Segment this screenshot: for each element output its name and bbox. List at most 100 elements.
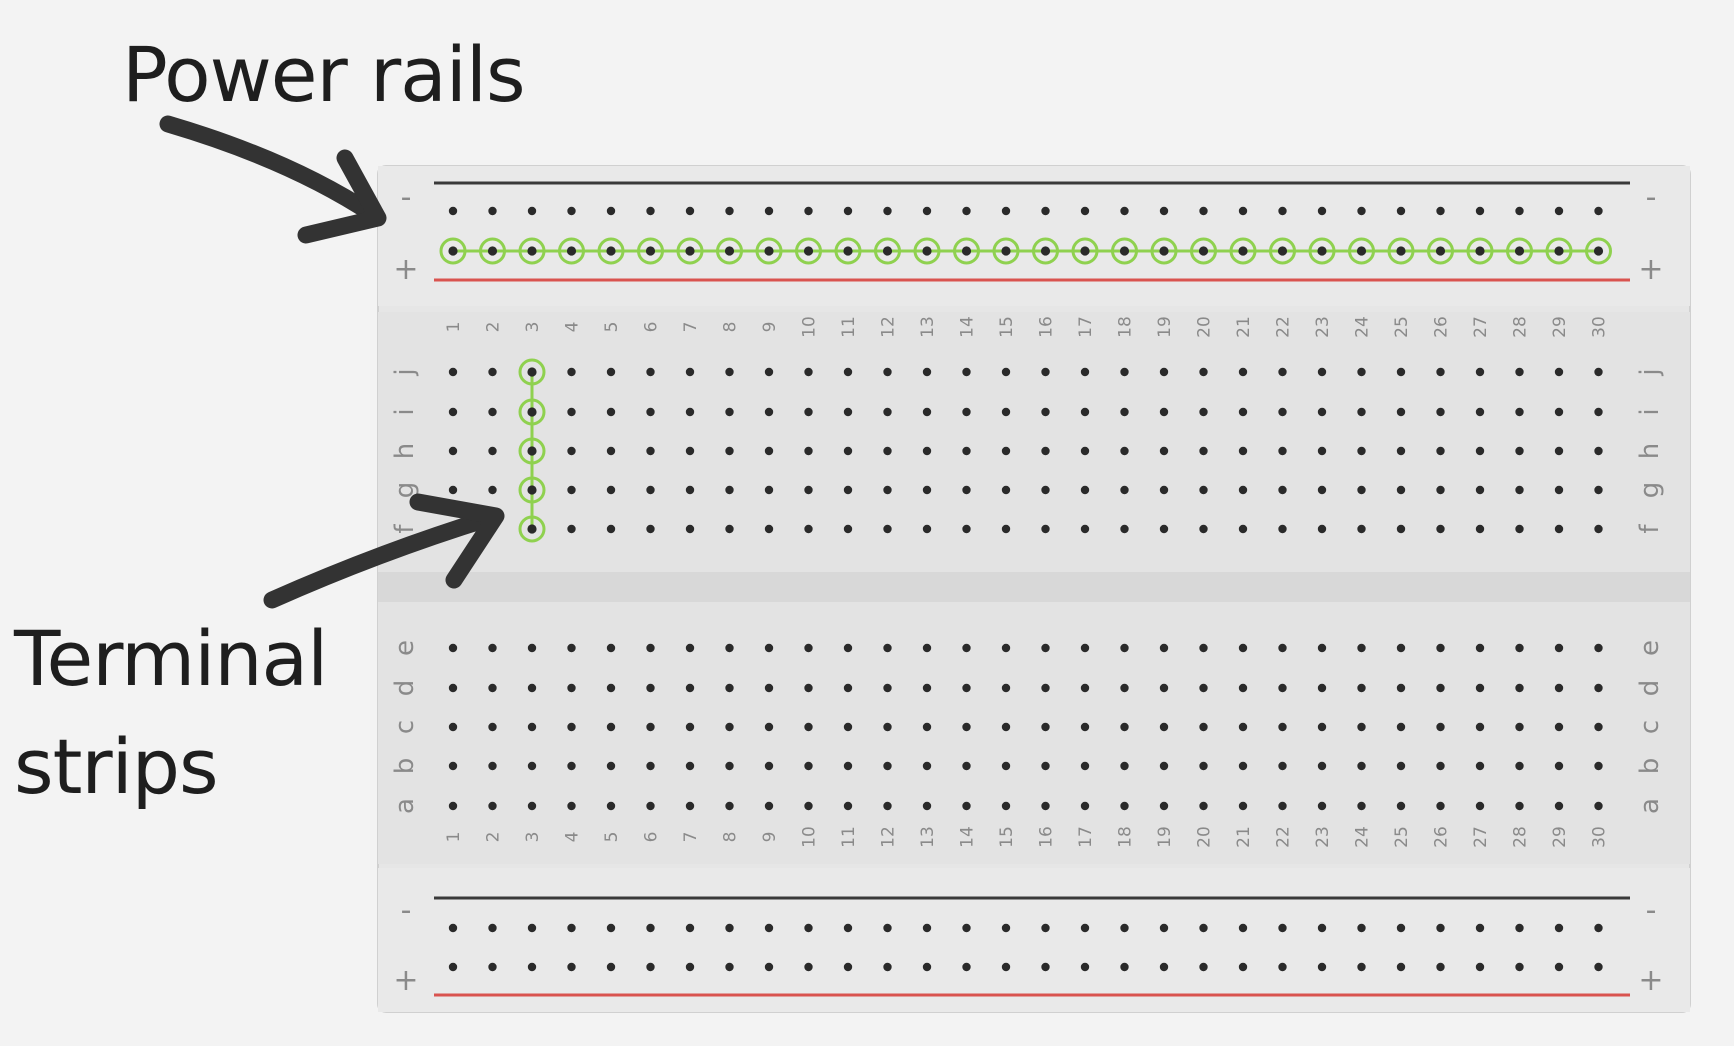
top-rail-plus-hole-9	[755, 237, 783, 265]
column-number-20-bottom: 20	[1195, 826, 1215, 848]
terminal-hole-a23	[1317, 801, 1327, 811]
top-rail-minus-hole-14	[962, 206, 971, 216]
terminal-hole-g13	[922, 485, 932, 495]
terminal-hole-e2	[488, 643, 497, 653]
column-number-13-bottom: 13	[918, 826, 938, 848]
terminal-hole-h28	[1515, 446, 1524, 456]
terminal-hole-g15	[1001, 485, 1011, 495]
top-rail-minus-hole-17	[1080, 206, 1090, 216]
terminal-hole-a13	[922, 801, 932, 811]
terminal-hole-a9	[764, 801, 774, 811]
bottom-rail-plus-hole-10	[804, 962, 813, 972]
terminal-hole-j8	[725, 367, 734, 377]
top-rail-plus-hole-12	[874, 237, 901, 265]
top-rail-plus-hole-26-hole	[1435, 246, 1446, 256]
bottom-rail-plus-hole-6	[646, 962, 655, 972]
top-rail-plus-left: +	[393, 252, 418, 287]
terminal-hole-h1	[448, 446, 458, 456]
terminal-hole-b3	[527, 761, 537, 771]
terminal-hole-e20	[1199, 643, 1208, 653]
terminal-hole-c12	[883, 722, 892, 732]
terminal-hole-e4	[567, 643, 576, 653]
terminal-hole-e23	[1317, 643, 1327, 653]
top-rail-plus-hole-22-hole	[1277, 246, 1288, 256]
top-rail-plus-hole-24-hole	[1356, 246, 1367, 256]
terminal-hole-g14	[962, 485, 971, 495]
bottom-rail-plus-hole-22	[1278, 962, 1287, 972]
top-rail-plus-hole-23	[1308, 237, 1336, 265]
bottom-rail-minus-hole-17	[1080, 923, 1090, 933]
terminal-hole-c10	[804, 722, 813, 732]
bottom-rail-minus-hole-6	[646, 923, 655, 933]
top-rail-plus-hole-25	[1387, 237, 1415, 265]
bottom-rail-plus-hole-12	[883, 962, 892, 972]
arrows	[159, 115, 505, 609]
terminal-hole-e5	[606, 643, 616, 653]
top-rail-plus-hole-1	[439, 237, 467, 265]
column-number-1-top: 1	[444, 322, 464, 333]
bottom-rail-plus-hole-26	[1436, 962, 1445, 972]
terminal-hole-i15	[1001, 407, 1011, 417]
terminal-hole-a10	[804, 801, 813, 811]
terminal-hole-i14	[962, 407, 971, 417]
terminal-hole-i19	[1159, 407, 1169, 417]
breadboard: -+-+-+-+j ji ih hg gf fe ed dc cb ba a1 2 3 4 5 6 7 8 9 10 1…	[377, 165, 1691, 1013]
bottom-rail-plus-hole-2	[488, 962, 497, 972]
bottom-rail-minus-hole-1	[448, 923, 458, 933]
terminal-hole-d9	[764, 683, 774, 693]
top-rail-plus-hole-11	[834, 237, 862, 265]
terminal-hole-a20	[1199, 801, 1208, 811]
column-number-6-bottom: 6	[642, 832, 662, 843]
top-rail-plus-hole-4-hole	[566, 246, 577, 256]
column-number-10-top: 10	[800, 316, 820, 338]
top-terminal-area	[378, 312, 1690, 572]
terminal-hole-i3	[518, 398, 546, 426]
bottom-rail-minus-hole-23	[1317, 923, 1327, 933]
terminal-hole-i11	[843, 407, 853, 417]
bottom-rail-minus-hole-29	[1554, 923, 1564, 933]
terminal-hole-b29	[1554, 761, 1564, 771]
bottom-rail-plus-right: +	[1638, 963, 1663, 998]
terminal-hole-h26	[1436, 446, 1445, 456]
terminal-hole-f3-hole	[527, 524, 537, 534]
terminal-hole-i29	[1554, 407, 1564, 417]
top-rail-plus-hole-18-hole	[1119, 246, 1130, 256]
top-rail-plus-hole-23-hole	[1317, 246, 1327, 256]
terminal-hole-c19	[1159, 722, 1169, 732]
column-number-27-bottom: 27	[1471, 826, 1491, 848]
terminal-hole-j20	[1199, 367, 1208, 377]
bottom-rail-minus-hole-30	[1594, 923, 1603, 933]
top-rail-minus-hole-11	[843, 206, 853, 216]
terminal-hole-h14	[962, 446, 971, 456]
column-number-14-bottom: 14	[958, 826, 978, 848]
terminal-hole-d10	[804, 683, 813, 693]
top-rail-minus-hole-7	[685, 206, 695, 216]
bottom-rail-plus-hole-1	[448, 962, 458, 972]
terminal-hole-j30	[1594, 367, 1603, 377]
terminal-hole-d20	[1199, 683, 1208, 693]
top-rail-minus-hole-25	[1396, 206, 1406, 216]
top-rail-minus-hole-4	[567, 206, 576, 216]
bottom-rail-minus-hole-7	[685, 923, 695, 933]
top-rail-minus-hole-27	[1475, 206, 1485, 216]
column-number-9-top: 9	[760, 322, 780, 333]
column-number-27-top: 27	[1471, 316, 1491, 338]
terminal-hole-g9	[764, 485, 774, 495]
top-rail-plus-hole-5-hole	[606, 246, 616, 256]
terminal-hole-d27	[1475, 683, 1485, 693]
terminal-hole-b5	[606, 761, 616, 771]
terminal-hole-h2	[488, 446, 497, 456]
terminal-hole-f29	[1554, 524, 1564, 534]
terminal-hole-i7	[685, 407, 695, 417]
terminal-hole-b11	[843, 761, 853, 771]
terminal-hole-c15	[1001, 722, 1011, 732]
column-number-19-bottom: 19	[1155, 826, 1175, 848]
terminal-hole-g1	[448, 485, 458, 495]
bottom-rail-minus-hole-19	[1159, 923, 1169, 933]
terminal-hole-j22	[1278, 367, 1287, 377]
terminal-hole-a8	[725, 801, 734, 811]
terminal-hole-b7	[685, 761, 695, 771]
row-label-h-left: h	[390, 443, 420, 459]
terminal-hole-f10	[804, 524, 813, 534]
terminal-hole-a21	[1238, 801, 1248, 811]
